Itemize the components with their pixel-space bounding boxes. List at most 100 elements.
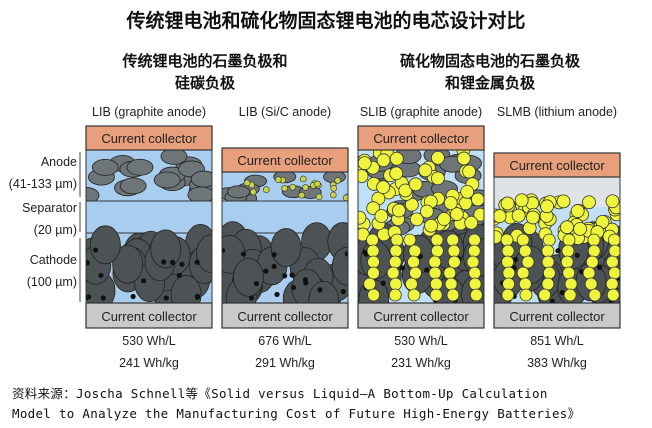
solid-electrolyte-particle (363, 277, 377, 291)
solid-electrolyte-particle (540, 199, 554, 214)
solid-electrolyte-particle (460, 184, 475, 199)
cell-3: Current collector Current collector SLIB (… (357, 105, 485, 370)
solid-electrolyte-particle (468, 266, 482, 280)
cell-diagram: Anode (41-133 µm) Separator (20 µm) Cath… (9, 105, 621, 370)
solid-electrolyte-particle (541, 255, 555, 269)
silicon-particle (302, 184, 309, 191)
solid-electrolyte-particle (511, 208, 526, 223)
graphite-particle (126, 158, 154, 176)
bottom-current-collector (221, 302, 349, 329)
subtitle-solid: 硫化物固态电池的石墨负极 和锂金属负极 (399, 52, 580, 92)
solid-electrolyte-particle (501, 244, 515, 258)
carbon-additive (163, 295, 169, 301)
solid-electrolyte-particle (408, 244, 422, 258)
solid-electrolyte-particle (494, 209, 507, 224)
carbon-additive (400, 265, 406, 271)
top-current-collector (221, 147, 349, 173)
cathode-label: Cathode (30, 253, 77, 267)
cathode-thickness: (100 µm) (27, 275, 77, 289)
solid-electrolyte-particle (374, 209, 389, 223)
carbon-additive (248, 295, 255, 301)
gravimetric-energy-density: 241 Wh/kg (119, 356, 179, 370)
solid-electrolyte-particle (467, 244, 481, 258)
solid-electrolyte-particle (358, 210, 367, 225)
solid-electrolyte-particle (449, 207, 464, 221)
solid-electrolyte-particle (518, 244, 532, 258)
solid-electrolyte-particle (518, 277, 532, 291)
solid-electrolyte-particle (587, 233, 601, 247)
solid-electrolyte-particle (430, 233, 444, 247)
carbon-additive (240, 251, 247, 257)
solid-electrolyte-particle (519, 288, 533, 302)
cathode-particle (308, 281, 340, 304)
solid-electrolyte-particle (563, 288, 577, 302)
solid-electrolyte-particle (367, 255, 380, 269)
silicon-particle (281, 184, 288, 192)
silicon-particle (299, 175, 307, 183)
cell-1: Current collector Current collector LIB (g… (85, 105, 213, 370)
bottom-collector-label: Current collector (237, 309, 333, 324)
silicon-particle (314, 180, 321, 188)
silicon-particle (274, 176, 282, 183)
solid-electrolyte-particle (514, 193, 529, 208)
graphite-particle (160, 148, 188, 165)
solid-electrolyte-particle (444, 277, 458, 291)
solid-electrolyte-particle (605, 277, 619, 291)
solid-electrolyte-particle (521, 255, 535, 269)
solid-electrolyte-particle (470, 192, 484, 207)
solid-electrolyte-particle (398, 183, 413, 198)
solid-electrolyte-particle (376, 153, 391, 168)
solid-electrolyte-particle (516, 266, 530, 280)
solid-electrolyte-particle (582, 266, 596, 280)
solid-electrolyte-particle (564, 277, 578, 291)
solid-electrolyte-particle (584, 277, 598, 291)
cell-name: SLMB (lithium anode) (497, 105, 617, 119)
solid-electrolyte-particle (588, 288, 602, 302)
solid-electrolyte-particle (431, 150, 445, 165)
carbon-additive (161, 259, 167, 265)
solid-electrolyte-particle (570, 204, 585, 218)
solid-electrolyte-particle (428, 255, 442, 269)
carbon-additive (140, 278, 147, 284)
separator-thickness: (20 µm) (34, 223, 77, 237)
solid-electrolyte-particle (542, 233, 556, 247)
solid-electrolyte-particle (538, 288, 552, 302)
silicon-particle (315, 193, 323, 201)
carbon-additive (179, 261, 185, 267)
cathode-particle (150, 229, 182, 269)
anode-label: Anode (41, 155, 77, 169)
solid-electrolyte-particle (443, 196, 458, 210)
volumetric-energy-density: 851 Wh/L (530, 334, 584, 348)
carbon-additive (596, 264, 603, 271)
top-current-collector (493, 152, 621, 178)
bottom-current-collector (85, 302, 213, 329)
solid-electrolyte-particle (447, 255, 461, 269)
carbon-additive (317, 287, 323, 293)
bottom-collector-label: Current collector (373, 309, 469, 324)
solid-electrolyte-particle (386, 266, 400, 280)
solid-electrolyte-particle (446, 233, 460, 247)
carbon-additive (263, 268, 269, 274)
solid-electrolyte-particle (366, 233, 379, 247)
solid-electrolyte-particle (443, 266, 457, 280)
source-line-1: 资料来源：Joscha Schnell等《Solid versus Liquid… (12, 386, 548, 401)
solid-electrolyte-particle (462, 164, 476, 179)
carbon-additive (380, 280, 386, 286)
bottom-current-collector (357, 302, 485, 329)
solid-electrolyte-particle (407, 255, 420, 269)
top-collector-label: Current collector (101, 131, 197, 146)
solid-electrolyte-particle (585, 255, 599, 269)
cell-name: LIB (Si/C anode) (239, 105, 331, 119)
cell-name: LIB (graphite anode) (92, 105, 206, 119)
solid-electrolyte-particle (447, 244, 461, 258)
gravimetric-energy-density: 383 Wh/kg (527, 356, 587, 370)
graphite-particle (153, 171, 181, 189)
solid-electrolyte-particle (573, 222, 587, 236)
carbon-additive (222, 247, 226, 253)
solid-electrolyte-particle (500, 196, 515, 211)
carbon-additive (86, 260, 90, 266)
solid-electrolyte-particle (494, 230, 503, 244)
carbon-additive (274, 291, 280, 298)
top-current-collector (357, 125, 485, 151)
solid-electrolyte-particle (428, 266, 442, 280)
